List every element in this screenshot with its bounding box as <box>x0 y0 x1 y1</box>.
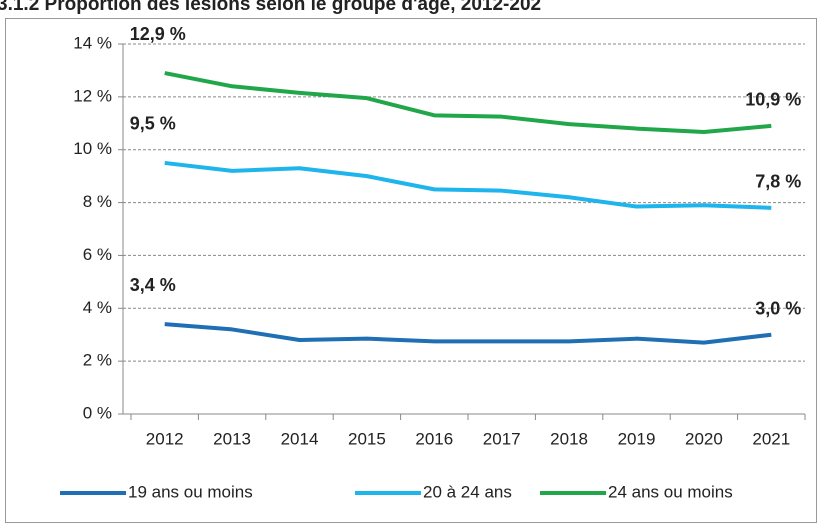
series-line <box>164 160 772 210</box>
x-tick-label: 2018 <box>550 429 588 448</box>
data-label: 3,0 % <box>755 298 801 318</box>
x-tick-label: 2016 <box>415 429 453 448</box>
legend-label: 20 à 24 ans <box>423 482 512 501</box>
data-label: 9,5 % <box>130 114 176 134</box>
x-tick-label: 2014 <box>281 429 319 448</box>
data-label: 10,9 % <box>745 90 801 110</box>
y-tick-label: 14 % <box>73 33 112 52</box>
x-tick-label: 2020 <box>685 429 723 448</box>
legend-label: 24 ans ou moins <box>608 482 733 501</box>
x-tick-label: 2019 <box>618 429 656 448</box>
data-label: 3,4 % <box>130 275 176 295</box>
x-tick-label: 2012 <box>146 429 184 448</box>
y-tick-label: 10 % <box>73 139 112 158</box>
y-tick-label: 12 % <box>73 86 112 105</box>
data-label: 7,8 % <box>755 172 801 192</box>
y-tick-label: 0 % <box>83 403 112 422</box>
x-tick-label: 2017 <box>483 429 521 448</box>
x-tick-label: 2013 <box>213 429 251 448</box>
y-tick-label: 4 % <box>83 298 112 317</box>
chart-title: 3.1.2 Proportion des lésions selon le gr… <box>0 0 541 15</box>
y-tick-label: 6 % <box>83 245 112 264</box>
x-tick-label: 2021 <box>752 429 790 448</box>
series-line <box>164 71 772 135</box>
y-tick-label: 2 % <box>83 351 112 370</box>
x-tick-label: 2015 <box>348 429 386 448</box>
y-tick-label: 8 % <box>83 192 112 211</box>
series-line <box>164 322 772 345</box>
legend-label: 19 ans ou moins <box>128 482 253 501</box>
data-label: 12,9 % <box>130 24 186 44</box>
